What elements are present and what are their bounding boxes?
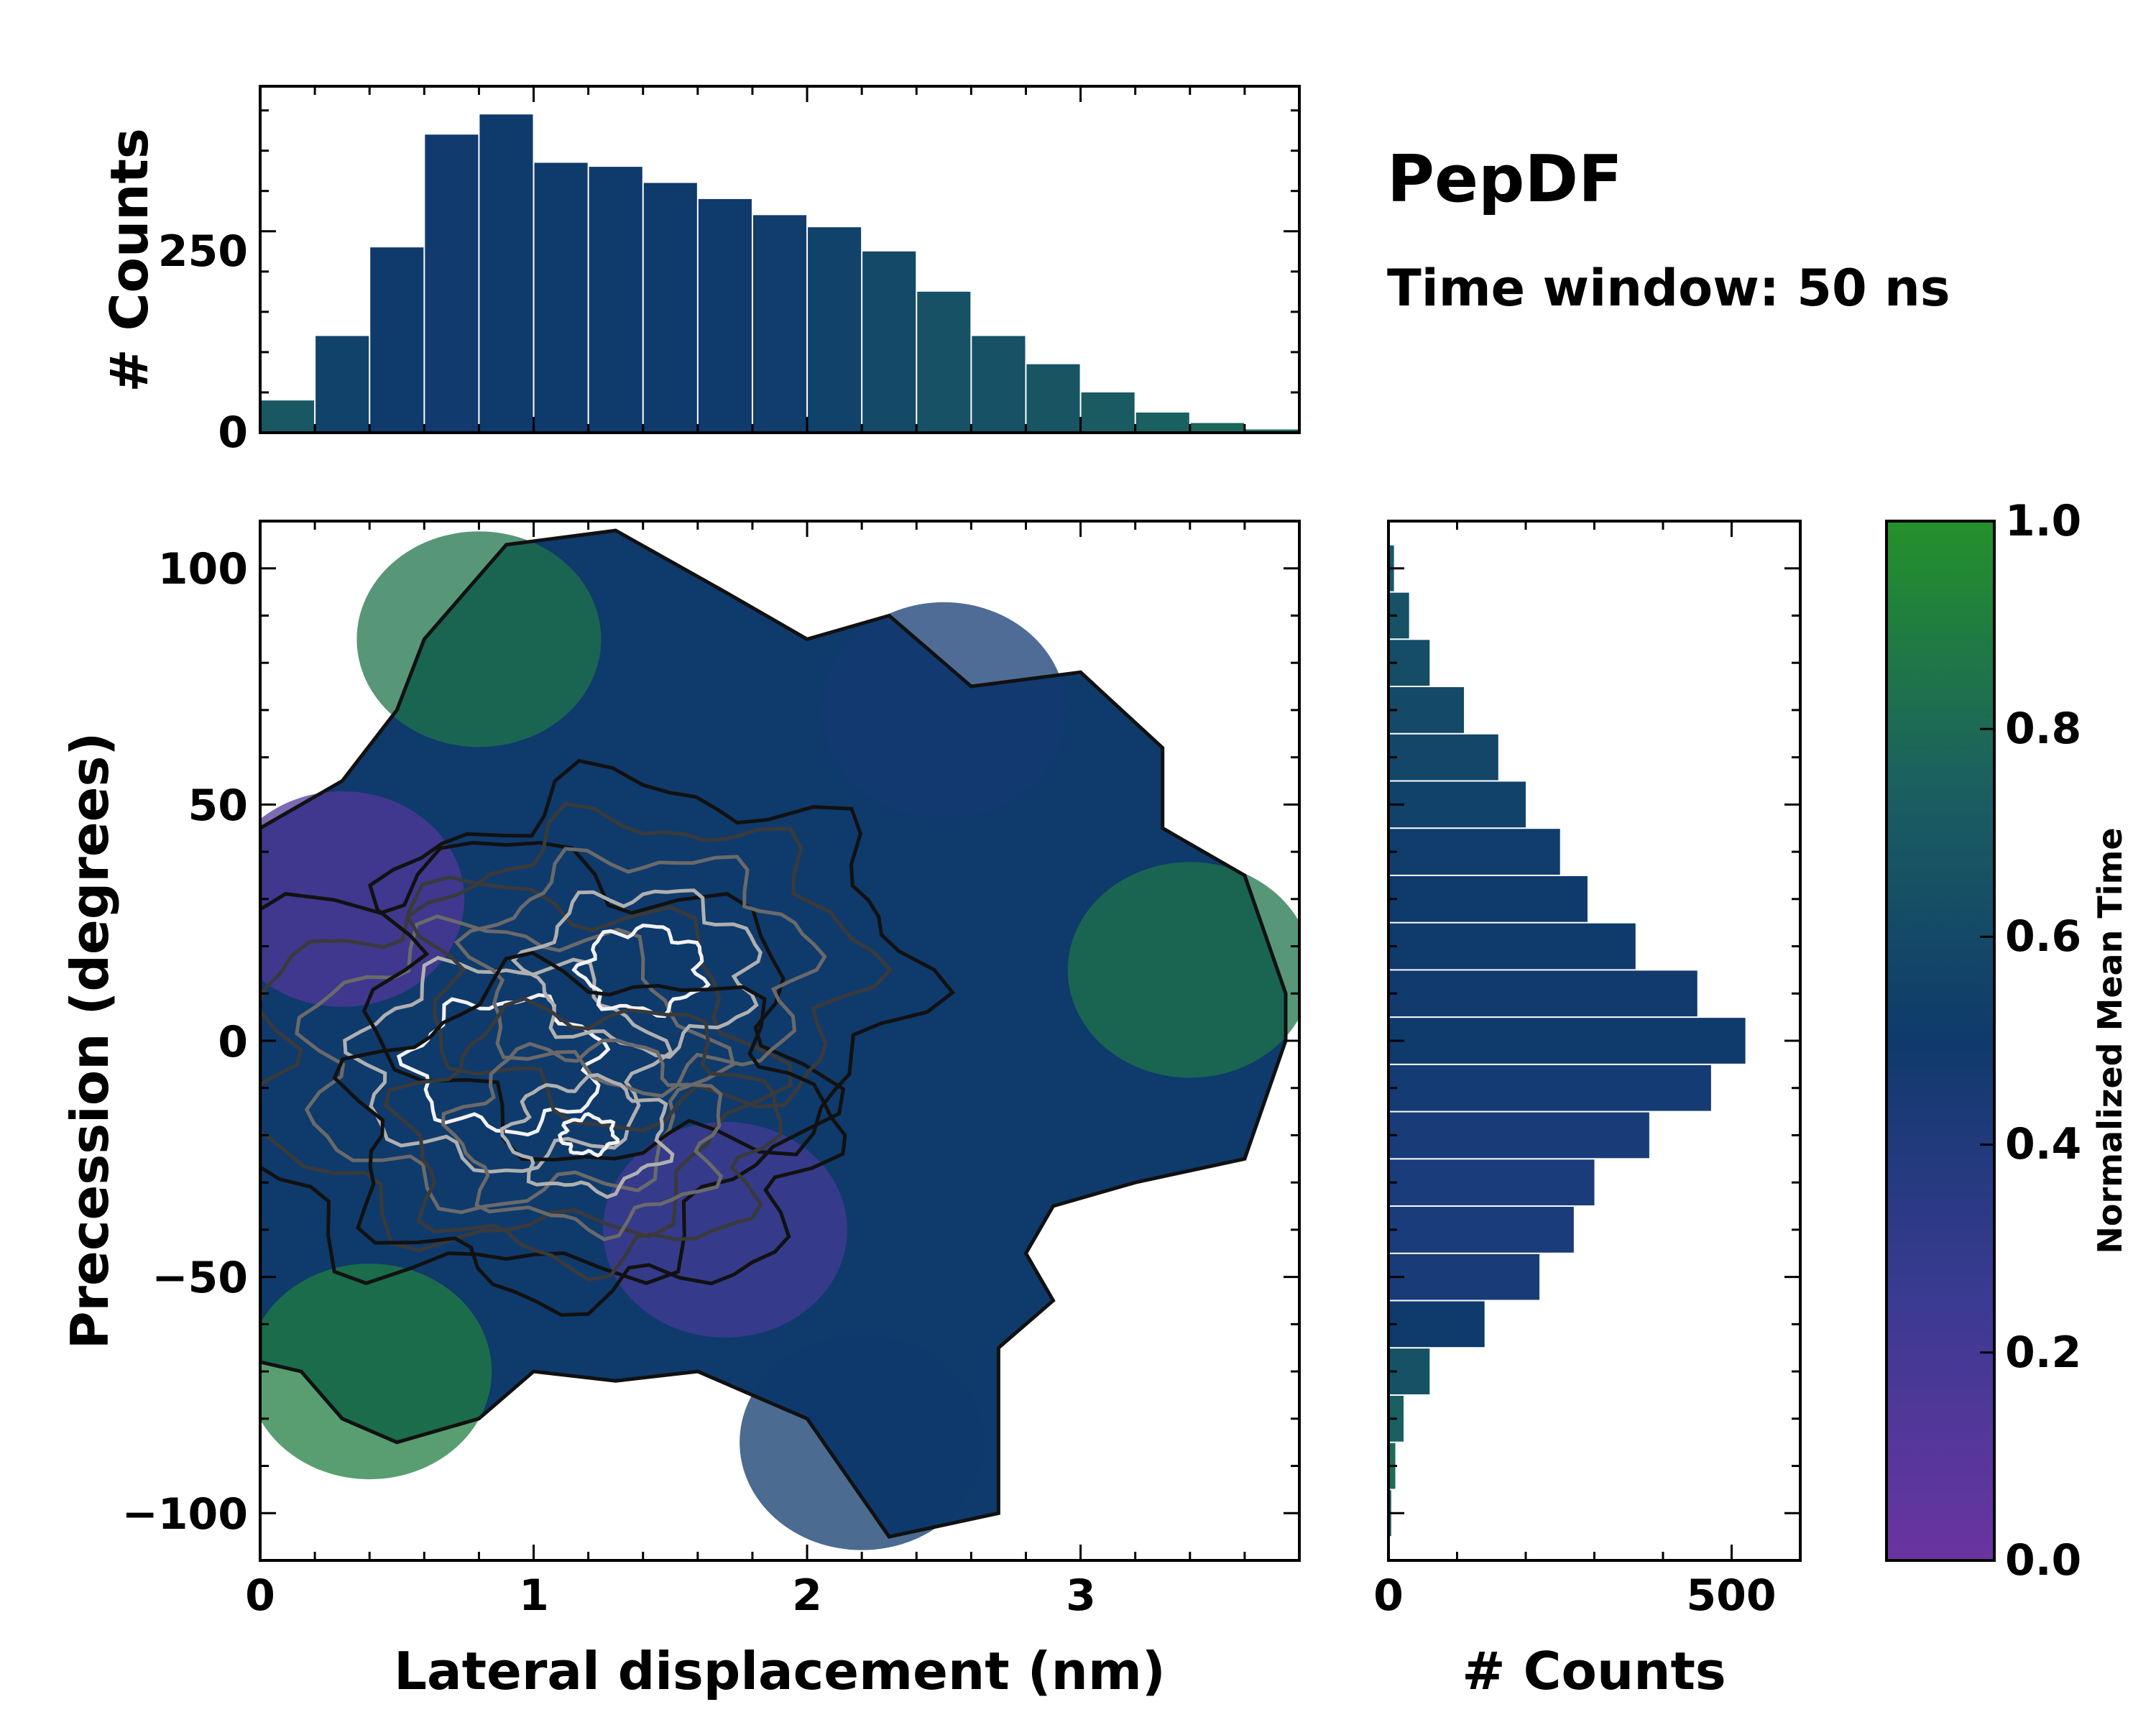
- top-ylabel: # Counts: [99, 128, 160, 392]
- top-histogram-ticks: [259, 86, 1299, 434]
- contour-line-white: [571, 924, 711, 1018]
- contour-line-light-gray: [499, 1072, 675, 1200]
- figure-subtitle: Time window: 50 ns: [1387, 259, 1950, 318]
- top-hist-bar: [1190, 423, 1244, 433]
- top-hist-bar: [370, 247, 424, 433]
- right-hist-bar: [1388, 1064, 1711, 1111]
- main-xtick-label: 0: [245, 1570, 275, 1621]
- top-hist-bar: [1026, 364, 1080, 433]
- main-xlabel: Lateral displacement (nm): [394, 1641, 1166, 1701]
- main-xtick-label: 2: [792, 1570, 822, 1621]
- top-histogram-frame: [259, 85, 1301, 434]
- main-ylabel: Precession (degrees): [60, 732, 120, 1350]
- main-xtick-label: 3: [1066, 1570, 1096, 1621]
- colorbar-tick-label: 0.4: [2005, 1119, 2081, 1169]
- density-region: [740, 1334, 985, 1550]
- top-hist-bar: [917, 291, 971, 433]
- main-ytick-label: −50: [152, 1253, 248, 1303]
- contour-line-dark-gray: [405, 801, 893, 1133]
- contour-line-gray: [441, 1038, 724, 1241]
- right-hist-bar: [1388, 829, 1560, 875]
- top-hist-bar: [808, 227, 862, 433]
- right-hist-bar: [1388, 1301, 1485, 1348]
- colorbar-frame: [1885, 520, 1996, 1562]
- colorbar-label: Normalized Mean Time: [2091, 827, 2129, 1254]
- top-hist-bar: [972, 336, 1026, 433]
- contour-line-white: [558, 1112, 620, 1158]
- top-hist-bar: [1135, 412, 1189, 433]
- top-hist-bar: [589, 167, 642, 433]
- density-region: [260, 791, 465, 1007]
- main-ticks: [259, 521, 1299, 1560]
- colorbar-tick-label: 0.2: [2005, 1328, 2081, 1378]
- right-histogram-ticks: [1387, 521, 1802, 1560]
- density-regions: [260, 528, 1299, 1550]
- right-hist-bar: [1388, 1112, 1649, 1159]
- top-histogram: 0 250 # Counts: [99, 85, 1301, 458]
- contour-line-gray: [295, 914, 736, 1215]
- right-hist-bar: [1388, 1254, 1540, 1300]
- top-hist-bar: [315, 336, 369, 433]
- contour-line-light-gray: [510, 888, 763, 1059]
- right-hist-bar: [1388, 781, 1526, 828]
- right-hist-bar: [1388, 1159, 1595, 1206]
- right-xtick-label: 500: [1686, 1570, 1776, 1621]
- right-xtick-label: 0: [1373, 1570, 1404, 1621]
- colorbar: 0.0 0.2 0.4 0.6 0.8 1.0 Normalized Mean …: [1885, 496, 2129, 1586]
- right-hist-bar: [1388, 734, 1498, 781]
- colorbar-gradient: [1886, 521, 1994, 1560]
- density-region: [260, 1264, 492, 1480]
- top-hist-bar: [534, 162, 588, 433]
- figure-title: PepDF: [1387, 142, 1623, 217]
- density-outline: [260, 528, 1288, 1539]
- right-histogram: 0 500 # Counts: [1373, 520, 1802, 1701]
- right-hist-bar: [1388, 1018, 1746, 1064]
- contour-line-black: [260, 840, 846, 1286]
- main-ytick-label: 100: [158, 544, 248, 594]
- colorbar-tick-label: 1.0: [2005, 496, 2081, 546]
- contour-lines: [260, 758, 956, 1317]
- top-histogram-bars: [261, 114, 1299, 433]
- right-hist-bar: [1388, 923, 1636, 970]
- main-ytick-label: −100: [121, 1489, 248, 1540]
- contour-line-black: [361, 758, 956, 1162]
- contour-line-dark-gray: [384, 997, 783, 1282]
- colorbar-tick-label: 0.6: [2005, 911, 2081, 962]
- contour-line-light-gray: [343, 955, 673, 1174]
- colorbar-tick-label: 0.8: [2005, 704, 2081, 754]
- contour-line-gray: [453, 847, 827, 1098]
- right-histogram-bars: [1388, 545, 1746, 1537]
- top-hist-bar: [479, 114, 533, 433]
- density-region: [1067, 862, 1299, 1078]
- top-hist-bar: [643, 183, 697, 433]
- top-hist-bar: [261, 400, 315, 433]
- main-heatmap: 0 1 2 3 100 50 0 −50 −100 Lateral displa…: [60, 520, 1301, 1701]
- contour-line-black: [332, 951, 847, 1317]
- right-hist-bar: [1388, 1207, 1574, 1253]
- main-xtick-label: 1: [519, 1570, 549, 1621]
- right-xlabel: # Counts: [1462, 1641, 1726, 1701]
- density-region: [821, 602, 1067, 818]
- top-ytick-label: 250: [158, 226, 248, 277]
- colorbar-ticks: [1980, 520, 1994, 1562]
- main-ytick-label: 50: [188, 781, 249, 831]
- right-hist-bar: [1388, 687, 1465, 733]
- top-hist-bar: [1245, 429, 1299, 433]
- right-hist-bar: [1388, 970, 1697, 1017]
- top-hist-bar: [425, 134, 479, 433]
- colorbar-tick-label: 0.0: [2005, 1535, 2081, 1586]
- top-hist-bar: [698, 198, 752, 433]
- top-hist-bar: [752, 215, 807, 433]
- density-region: [356, 531, 602, 748]
- right-hist-bar: [1388, 875, 1588, 922]
- top-hist-bar: [1081, 392, 1135, 433]
- main-ytick-label: 0: [218, 1017, 248, 1067]
- top-ytick-label: 0: [218, 408, 248, 458]
- top-hist-bar: [862, 251, 916, 433]
